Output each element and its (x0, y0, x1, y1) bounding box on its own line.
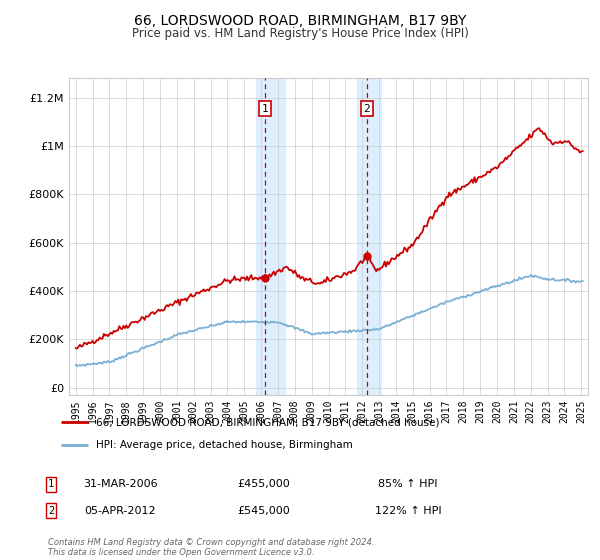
Text: 31-MAR-2006: 31-MAR-2006 (83, 479, 157, 489)
Text: 1: 1 (48, 479, 54, 489)
Text: HPI: Average price, detached house, Birmingham: HPI: Average price, detached house, Birm… (96, 440, 353, 450)
Text: 66, LORDSWOOD ROAD, BIRMINGHAM, B17 9BY (detached house): 66, LORDSWOOD ROAD, BIRMINGHAM, B17 9BY … (96, 417, 439, 427)
Text: £545,000: £545,000 (238, 506, 290, 516)
Text: Contains HM Land Registry data © Crown copyright and database right 2024.
This d: Contains HM Land Registry data © Crown c… (48, 538, 374, 557)
Text: £455,000: £455,000 (238, 479, 290, 489)
Text: 66, LORDSWOOD ROAD, BIRMINGHAM, B17 9BY: 66, LORDSWOOD ROAD, BIRMINGHAM, B17 9BY (134, 14, 466, 28)
Text: Price paid vs. HM Land Registry's House Price Index (HPI): Price paid vs. HM Land Registry's House … (131, 27, 469, 40)
Text: 05-APR-2012: 05-APR-2012 (84, 506, 156, 516)
Bar (357, 78, 381, 395)
Text: 2: 2 (48, 506, 54, 516)
Text: 1: 1 (262, 104, 269, 114)
Text: 2: 2 (364, 104, 370, 114)
Text: 85% ↑ HPI: 85% ↑ HPI (378, 479, 438, 489)
Bar (256, 78, 284, 395)
Text: 122% ↑ HPI: 122% ↑ HPI (374, 506, 442, 516)
